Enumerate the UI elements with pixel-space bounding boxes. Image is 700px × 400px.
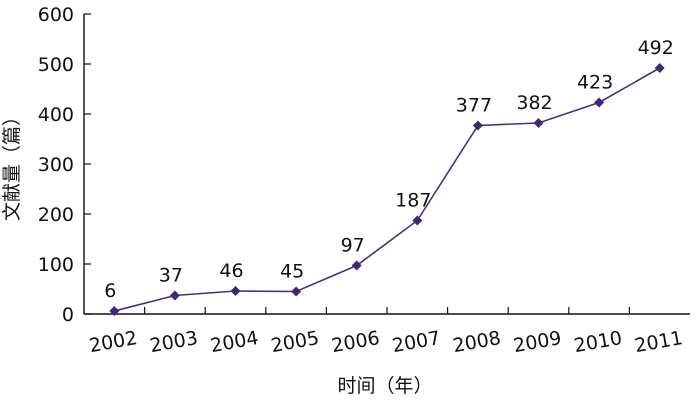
x-axis-title: 时间（年）: [337, 375, 432, 397]
data-point: [594, 97, 605, 108]
x-tick-label: 2005: [269, 327, 320, 357]
x-tick-label: 2009: [512, 327, 563, 357]
data-point: [654, 63, 665, 73]
data-label: 382: [516, 92, 552, 114]
y-tick-label: 200: [38, 204, 74, 226]
data-label: 37: [159, 265, 183, 287]
data-label: 6: [104, 280, 116, 302]
data-point: [351, 260, 362, 271]
data-point: [412, 215, 423, 226]
data-label: 492: [638, 37, 674, 59]
y-ticks: 0 100 200 300 400 500 600: [38, 4, 91, 326]
x-tick-label: 2006: [330, 327, 381, 357]
data-label: 377: [456, 95, 492, 117]
data-point: [169, 290, 180, 301]
y-tick-label: 100: [38, 254, 74, 276]
y-axis-title: 文献量（篇）: [1, 107, 23, 221]
y-tick-label: 600: [38, 4, 74, 26]
x-tick-label: 2007: [391, 327, 442, 357]
x-tick-label: 2003: [148, 327, 199, 357]
y-tick-label: 300: [38, 154, 74, 176]
y-tick-label: 0: [62, 304, 74, 326]
y-tick-label: 500: [38, 54, 74, 76]
data-label: 187: [395, 190, 431, 212]
x-tick-label: 2010: [572, 327, 623, 357]
data-label: 423: [577, 72, 613, 94]
series-line: [114, 67, 661, 312]
data-label: 45: [280, 261, 304, 283]
markers: [109, 63, 665, 316]
data-label: 97: [341, 235, 365, 257]
x-tick-label: 2008: [451, 327, 502, 357]
x-tick-label: 2002: [88, 327, 139, 357]
x-tick-label: 2004: [209, 327, 260, 357]
data-point: [109, 306, 120, 316]
data-point: [291, 286, 302, 297]
data-point: [230, 286, 241, 296]
data-point: [533, 118, 544, 128]
data-labels: 6 37 46 45 97 187 377 382 423 492: [104, 37, 674, 302]
x-tick-label: 2011: [633, 327, 684, 357]
data-point: [472, 120, 483, 131]
y-tick-label: 400: [38, 104, 74, 126]
data-label: 46: [219, 260, 243, 282]
